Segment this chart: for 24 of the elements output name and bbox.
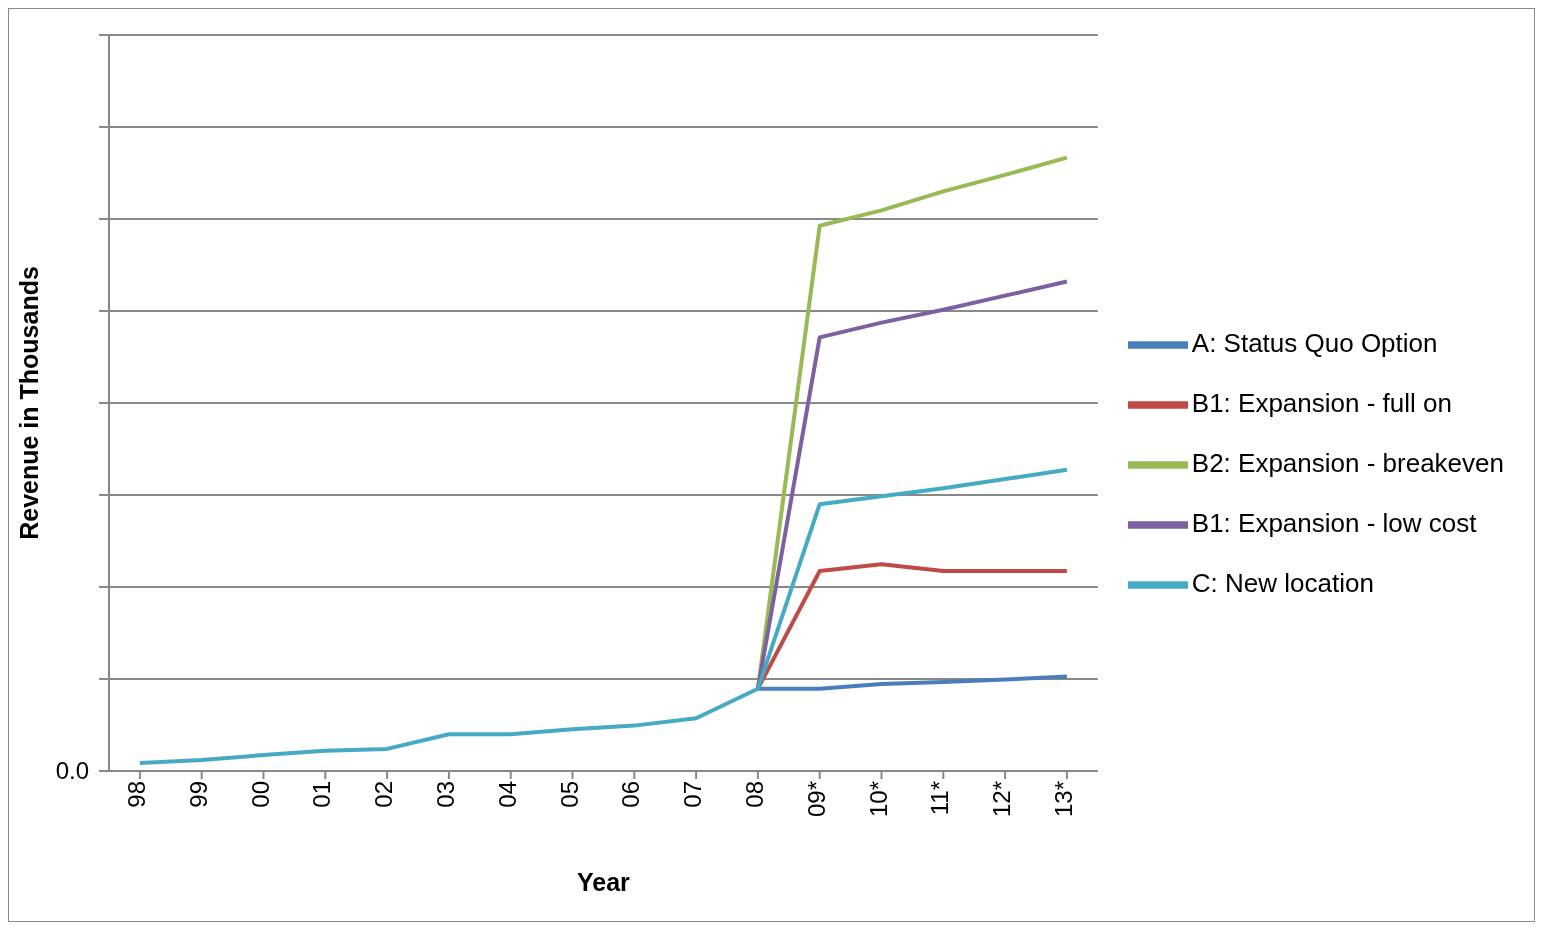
y-axis-title: Revenue in Thousands <box>14 266 43 540</box>
x-tick-label: 00 <box>246 781 274 808</box>
x-tick-label: 09* <box>802 781 830 818</box>
x-tick-label: 11* <box>926 781 954 816</box>
legend-label: B1: Expansion - full on <box>1191 387 1452 418</box>
x-tick-label: 02 <box>370 781 398 808</box>
legend-label: B1: Expansion - low cost <box>1191 507 1477 538</box>
legend-label: B2: Expansion - breakeven <box>1191 447 1504 478</box>
x-tick-label: 03 <box>431 781 459 808</box>
x-tick-label: 01 <box>308 781 336 808</box>
x-tick-label: 04 <box>493 781 521 808</box>
x-tick-label: 07 <box>679 781 707 808</box>
x-tick-label: 12* <box>988 781 1016 818</box>
x-tick-label: 10* <box>864 781 892 818</box>
x-tick-label: 98 <box>122 781 150 808</box>
x-tick-label: 13* <box>1049 781 1077 818</box>
x-tick-label: 06 <box>617 781 645 808</box>
text: 0.0 <box>55 757 89 784</box>
legend-label: A: Status Quo Option <box>1191 327 1438 358</box>
x-tick-label: 05 <box>555 781 583 808</box>
x-axis-title: Year <box>576 868 631 896</box>
legend-label: C: New location <box>1191 567 1374 598</box>
x-tick-label: 08 <box>740 781 768 808</box>
x-tick-label: 99 <box>184 781 212 808</box>
